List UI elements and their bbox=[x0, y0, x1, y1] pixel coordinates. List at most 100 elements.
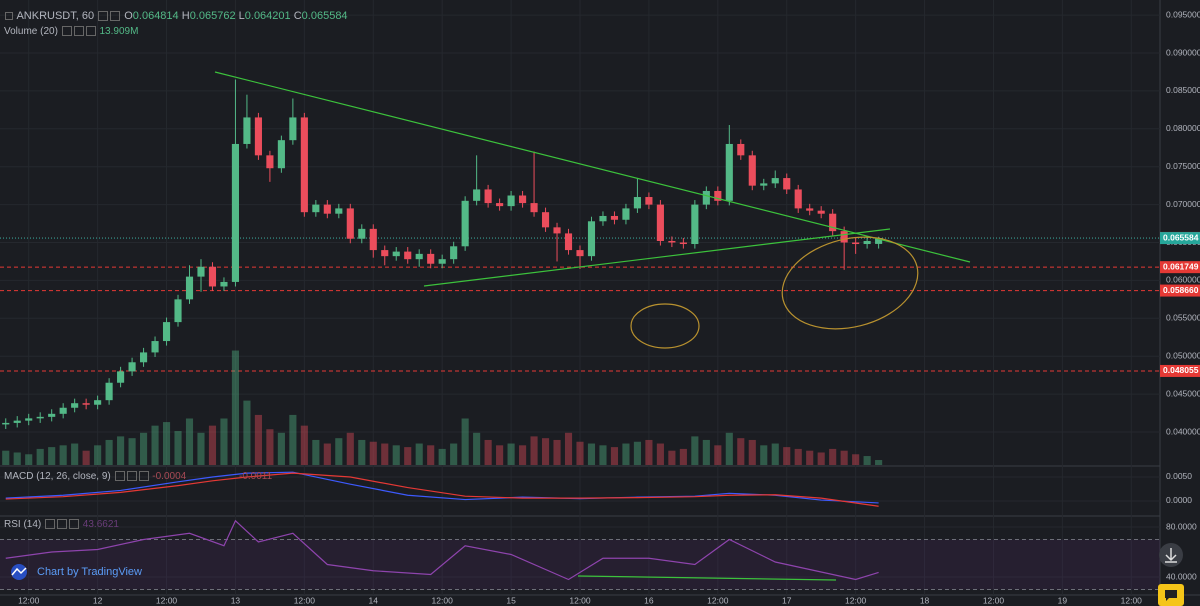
volume-bar bbox=[496, 445, 504, 465]
candle-body bbox=[197, 266, 205, 277]
icon[interactable] bbox=[126, 471, 137, 482]
candle-body bbox=[794, 189, 802, 209]
candle-body bbox=[71, 403, 79, 408]
candle-body bbox=[771, 178, 779, 184]
candle-body bbox=[806, 208, 814, 211]
ohlc-label: C bbox=[293, 10, 302, 22]
candle-body bbox=[289, 117, 297, 141]
candle-body bbox=[358, 228, 366, 239]
icon[interactable] bbox=[69, 519, 80, 530]
volume-bar bbox=[473, 432, 481, 465]
ohlc-value: 0.064814 bbox=[132, 10, 179, 22]
candle-body bbox=[151, 341, 159, 353]
x-tick-label: 12:00 bbox=[156, 595, 178, 605]
candle-body bbox=[668, 240, 676, 243]
candle-body bbox=[530, 203, 538, 213]
candle-body bbox=[162, 322, 171, 342]
candle-body bbox=[312, 204, 320, 213]
candle-body bbox=[140, 352, 148, 363]
macd-value: -0.0004 bbox=[152, 471, 187, 482]
x-tick-label: 12:00 bbox=[983, 595, 1005, 605]
y-tick-label: 0.045000 bbox=[1166, 388, 1200, 398]
labels: 12:00 12 12:00 13 12:00 14 12:00 15 12:00 16 12:00… bbox=[18, 231, 1200, 605]
volume-bar bbox=[48, 447, 56, 465]
icon[interactable] bbox=[98, 11, 109, 22]
icon[interactable] bbox=[85, 26, 96, 37]
volume-bar bbox=[622, 443, 630, 465]
candle-body bbox=[82, 403, 90, 405]
candle-body bbox=[254, 117, 262, 156]
candle-body bbox=[587, 221, 596, 257]
icon[interactable] bbox=[138, 471, 149, 482]
candle-body bbox=[174, 299, 182, 323]
price-label-box bbox=[1160, 261, 1200, 274]
volume-bar bbox=[59, 445, 67, 465]
volume-bar bbox=[82, 450, 90, 465]
ohlc-value: 0.064201 bbox=[244, 10, 291, 22]
candle-body bbox=[610, 215, 619, 220]
candle-body bbox=[863, 240, 871, 245]
icon[interactable] bbox=[45, 519, 56, 530]
macd-title: MACD (12, 26, close, 9) bbox=[4, 471, 111, 482]
candle-body bbox=[541, 212, 550, 228]
candle-body bbox=[748, 155, 756, 186]
volume-bar bbox=[185, 418, 194, 465]
icon[interactable] bbox=[114, 471, 125, 482]
candle-body bbox=[737, 143, 745, 156]
candle-body bbox=[473, 189, 481, 201]
volume-bar bbox=[335, 438, 343, 465]
volume-bar bbox=[289, 414, 297, 465]
price-label: 0.058660 bbox=[1163, 285, 1199, 295]
candle-body bbox=[461, 200, 469, 247]
x-tick-label: 17 bbox=[782, 595, 792, 605]
rsi-title: RSI (14) bbox=[4, 519, 42, 530]
candle-body bbox=[277, 140, 285, 169]
candle-body bbox=[128, 362, 136, 372]
volume-bar bbox=[610, 447, 619, 465]
volume-bar bbox=[197, 432, 205, 465]
volume-bar bbox=[507, 443, 515, 465]
candle-body bbox=[852, 242, 860, 245]
candle-body bbox=[691, 204, 699, 245]
volume-bar bbox=[277, 432, 285, 465]
volume-bar bbox=[714, 445, 722, 465]
volume-bar bbox=[13, 452, 21, 465]
icon[interactable] bbox=[57, 519, 68, 530]
candle-body bbox=[25, 418, 33, 421]
y-tick-label: 0.095000 bbox=[1166, 9, 1200, 19]
icon[interactable] bbox=[110, 11, 121, 22]
volume-bar bbox=[450, 443, 458, 465]
candle-body bbox=[2, 422, 10, 425]
volume-bar bbox=[220, 418, 228, 465]
volume-bar bbox=[519, 445, 527, 465]
ohlc-label: L bbox=[238, 10, 245, 22]
candle-body bbox=[117, 371, 125, 383]
volume-bar bbox=[140, 432, 148, 465]
candle-body bbox=[679, 242, 687, 245]
volume-bar bbox=[783, 447, 791, 465]
volume-bar bbox=[438, 448, 446, 465]
candle-body bbox=[829, 213, 837, 232]
icon[interactable] bbox=[73, 26, 84, 37]
volume-bar bbox=[748, 439, 756, 465]
candle-body bbox=[622, 208, 630, 220]
x-tick-label: 14 bbox=[369, 595, 379, 605]
candle-body bbox=[484, 189, 492, 204]
volume-bar bbox=[817, 452, 825, 465]
x-tick-label: 13 bbox=[231, 595, 241, 605]
volume-bar bbox=[323, 443, 331, 465]
volume-bar bbox=[564, 432, 573, 465]
ohlc-value: 0.065584 bbox=[301, 10, 348, 22]
price-label: 0.061749 bbox=[1163, 261, 1199, 271]
candle-body bbox=[760, 183, 768, 186]
volume-bar bbox=[381, 443, 389, 465]
icon[interactable] bbox=[61, 26, 72, 37]
macd-value: -0.0011 bbox=[238, 471, 273, 482]
candle-body bbox=[702, 190, 710, 205]
volume-bar bbox=[404, 447, 412, 465]
collapse-box[interactable] bbox=[5, 12, 13, 21]
y-tick-label: 0.080000 bbox=[1166, 123, 1200, 133]
x-tick-label: 12:00 bbox=[18, 595, 40, 605]
